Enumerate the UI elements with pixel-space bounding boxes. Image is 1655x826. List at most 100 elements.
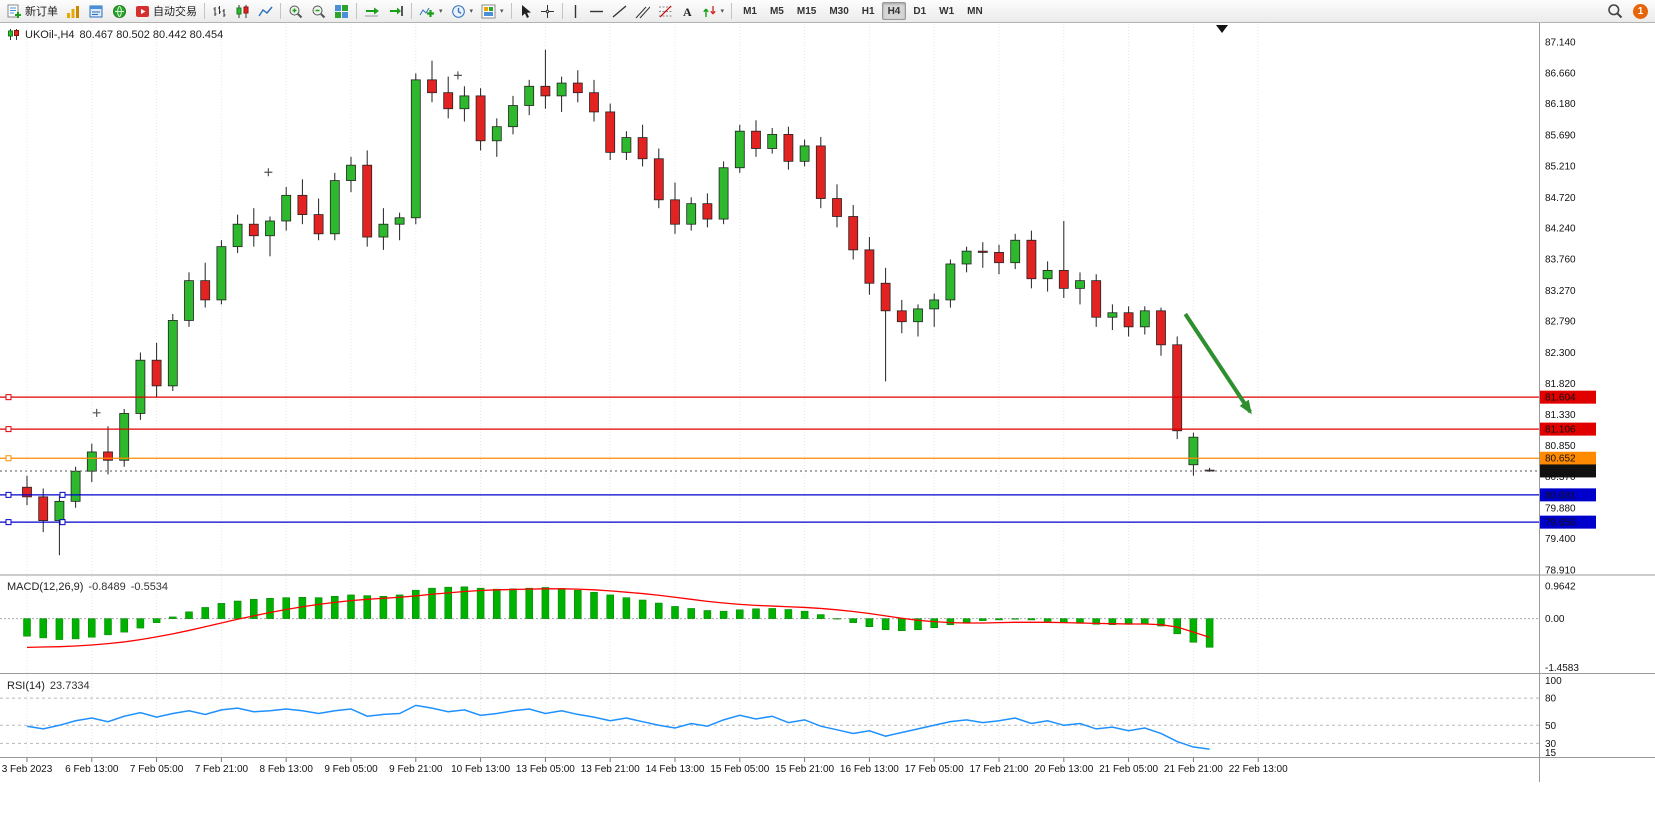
svg-text:-1.4583: -1.4583 <box>1545 663 1579 674</box>
tile-windows-icon <box>335 4 348 18</box>
svg-text:81.106: 81.106 <box>1545 425 1576 436</box>
zoom-out-button[interactable] <box>307 1 330 21</box>
toolbar-separator <box>731 3 733 19</box>
horizontal-line-button[interactable] <box>585 1 608 21</box>
timeframe-button-W1[interactable]: W1 <box>933 2 960 20</box>
rsi-label: RSI(14) <box>7 680 45 692</box>
notification-badge[interactable]: 1 <box>1633 3 1648 19</box>
trend-arrow[interactable] <box>1183 312 1252 415</box>
timeframe-button-M5[interactable]: M5 <box>764 2 790 20</box>
fibonacci-button[interactable] <box>654 1 677 21</box>
macd-panel-title: MACD(12,26,9) -0.8489 -0.5534 <box>7 581 168 593</box>
svg-text:21 Feb 05:00: 21 Feb 05:00 <box>1099 764 1158 775</box>
line-chart-icon <box>258 6 273 16</box>
search-icon <box>1608 4 1623 19</box>
toolbar-separator <box>204 3 205 19</box>
zoom-out-icon <box>312 5 326 18</box>
timeframe-button-M30[interactable]: M30 <box>823 2 854 20</box>
svg-text:3 Feb 2023: 3 Feb 2023 <box>2 764 53 775</box>
svg-text:78.910: 78.910 <box>1545 565 1576 576</box>
ohlc-values: 80.467 80.502 80.442 80.454 <box>79 28 224 41</box>
crosshair-button[interactable] <box>536 1 559 21</box>
chart-shift-button[interactable] <box>384 1 408 21</box>
svg-text:9 Feb 21:00: 9 Feb 21:00 <box>389 764 443 775</box>
timeframe-button-D1[interactable]: D1 <box>907 2 932 20</box>
rsi-value: 23.7334 <box>49 680 90 692</box>
text-tool-icon: A <box>683 5 692 19</box>
trendline-button[interactable] <box>608 1 631 21</box>
horizontal-line-icon <box>589 10 603 12</box>
vertical-line-button[interactable] <box>566 1 585 21</box>
market-watch-button[interactable] <box>62 1 85 21</box>
indicators-button[interactable]: ▾ <box>415 1 447 21</box>
grid <box>26 24 1259 757</box>
svg-text:79.656: 79.656 <box>1545 518 1576 529</box>
data-window-button[interactable] <box>85 1 108 21</box>
periods-button[interactable]: ▾ <box>447 1 478 21</box>
cross-markers[interactable] <box>92 71 462 417</box>
svg-text:21 Feb 21:00: 21 Feb 21:00 <box>1164 764 1223 775</box>
svg-text:17 Feb 21:00: 17 Feb 21:00 <box>970 764 1029 775</box>
svg-text:0.00: 0.00 <box>1545 614 1565 625</box>
macd-panel[interactable]: 0.9642 0.00 -1.4583 <box>0 581 1579 674</box>
svg-text:80.370: 80.370 <box>1545 472 1576 483</box>
line-chart-button[interactable] <box>254 1 277 21</box>
zoom-in-button[interactable] <box>284 1 307 21</box>
panel-frames <box>0 23 1655 782</box>
svg-text:7 Feb 21:00: 7 Feb 21:00 <box>195 764 249 775</box>
templates-button[interactable]: ▾ <box>477 1 508 21</box>
svg-text:80.850: 80.850 <box>1545 441 1576 452</box>
chart-window-title: UKOil-,H4 80.467 80.502 80.442 80.454 <box>7 28 223 41</box>
timeframe-button-M1[interactable]: M1 <box>737 2 763 20</box>
svg-text:0.9642: 0.9642 <box>1545 581 1576 592</box>
chart-window-icon <box>8 29 19 40</box>
tile-windows-button[interactable] <box>330 1 353 21</box>
dropdown-caret-icon: ▾ <box>439 8 443 15</box>
auto-trading-button[interactable]: 自动交易 <box>131 1 201 21</box>
timeframe-button-MN[interactable]: MN <box>961 2 989 20</box>
bar-chart-button[interactable] <box>208 1 231 21</box>
toolbar-separator <box>561 3 563 19</box>
macd-label: MACD(12,26,9) <box>7 581 84 593</box>
price-levels[interactable]: 81.604 81.106 80.652 80.081 79.656 80.454 <box>0 390 1596 529</box>
svg-text:22 Feb 13:00: 22 Feb 13:00 <box>1229 764 1288 775</box>
svg-text:87.140: 87.140 <box>1545 38 1576 49</box>
timeframe-button-M15[interactable]: M15 <box>791 2 822 20</box>
svg-text:80.652: 80.652 <box>1545 454 1576 465</box>
svg-text:81.604: 81.604 <box>1545 393 1576 404</box>
arrows-tool-button[interactable]: ▾ <box>698 1 729 21</box>
cursor-button[interactable] <box>515 1 536 21</box>
candlesticks <box>22 49 1215 556</box>
indicators-icon <box>419 7 434 17</box>
svg-text:82.300: 82.300 <box>1545 348 1576 359</box>
macd-value: -0.8489 <box>88 581 126 593</box>
text-tool-button[interactable]: A <box>677 1 698 21</box>
arrows-tool-icon <box>702 5 716 17</box>
svg-text:83.270: 83.270 <box>1545 286 1576 297</box>
vertical-line-icon <box>574 4 576 18</box>
svg-text:79.400: 79.400 <box>1545 534 1576 545</box>
new-order-label: 新订单 <box>25 6 58 18</box>
timeframe-button-H4[interactable]: H4 <box>881 2 907 20</box>
svg-text:84.720: 84.720 <box>1545 193 1576 204</box>
auto-scroll-button[interactable] <box>360 1 384 21</box>
svg-text:13 Feb 21:00: 13 Feb 21:00 <box>581 764 640 775</box>
svg-text:15: 15 <box>1545 748 1557 759</box>
bar-chart-icon <box>213 5 226 17</box>
timeframe-button-H1[interactable]: H1 <box>856 2 881 20</box>
search-button[interactable] <box>1603 1 1627 21</box>
candlestick-chart-button[interactable] <box>231 1 254 21</box>
svg-text:30: 30 <box>1545 739 1557 750</box>
time-axis[interactable]: 3 Feb 2023 6 Feb 13:00 7 Feb 05:00 7 Feb 21… <box>2 758 1288 775</box>
equidistant-channel-button[interactable] <box>631 1 654 21</box>
price-axis[interactable]: 87.140 86.660 86.180 85.690 85.210 84.720 84.2… <box>1545 38 1576 577</box>
new-order-button[interactable]: 新订单 <box>3 1 62 21</box>
svg-text:86.660: 86.660 <box>1545 68 1576 79</box>
navigator-button[interactable] <box>108 1 131 21</box>
trendline-icon <box>612 4 626 18</box>
new-order-icon <box>7 4 21 18</box>
data-window-icon <box>89 5 103 17</box>
